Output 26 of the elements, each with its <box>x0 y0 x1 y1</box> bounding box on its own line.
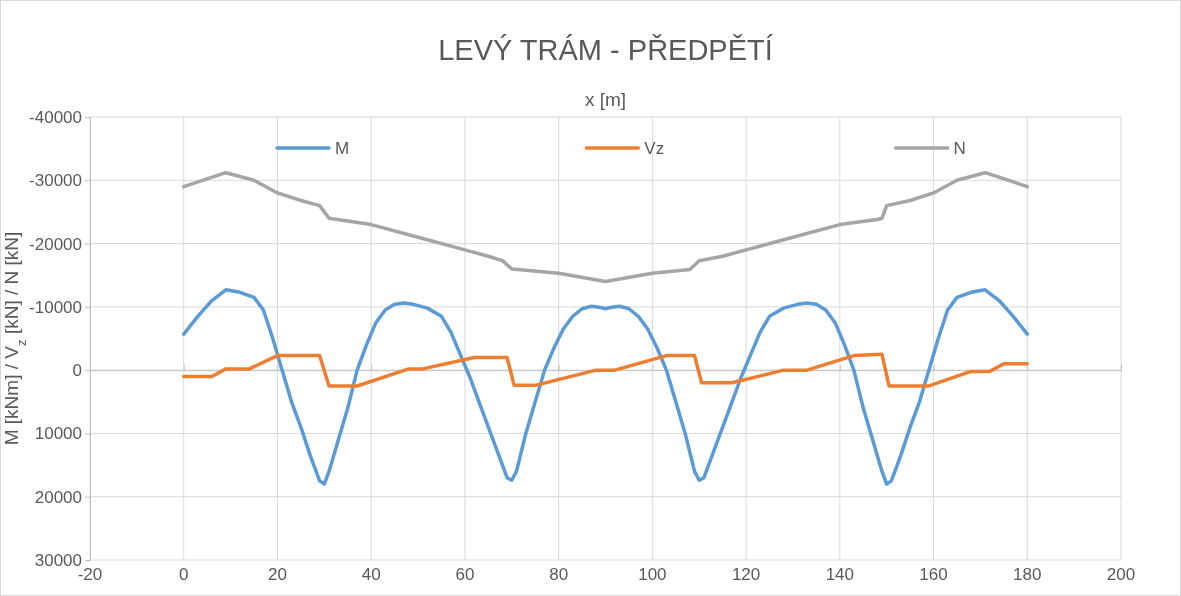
legend-label: M <box>335 139 350 158</box>
x-tick-label: 140 <box>825 565 855 584</box>
line-series <box>181 288 1030 486</box>
x-tick-label: 40 <box>361 565 381 584</box>
x-tick-label: 200 <box>1106 565 1136 584</box>
y-tick-label: 10000 <box>34 424 82 444</box>
legend-label: N <box>953 139 966 158</box>
x-tick-label: 60 <box>455 565 475 584</box>
y-tick-label: -20000 <box>29 234 82 254</box>
y-tick-label: -30000 <box>29 171 82 191</box>
line-series <box>181 170 1030 284</box>
line-series <box>181 352 1030 388</box>
y-tick-label: 20000 <box>34 487 82 507</box>
x-tick-label: 180 <box>1013 565 1042 584</box>
x-axis-title: x [m] <box>584 89 627 110</box>
y-tick-label: -10000 <box>29 297 82 317</box>
y-tick-label: -40000 <box>29 107 82 127</box>
x-tick-label: 80 <box>549 565 569 584</box>
x-tick-label: 160 <box>919 565 948 584</box>
x-tick-label: 20 <box>267 565 287 584</box>
x-tick-label: 0 <box>178 565 189 584</box>
x-tick-label: 120 <box>731 565 761 584</box>
chart-title: LEVÝ TRÁM - PŘEDPĚTÍ <box>438 34 774 66</box>
y-tick-label: 0 <box>72 361 82 381</box>
legend-label: Vz <box>644 139 665 158</box>
x-tick-label: 100 <box>638 565 667 584</box>
